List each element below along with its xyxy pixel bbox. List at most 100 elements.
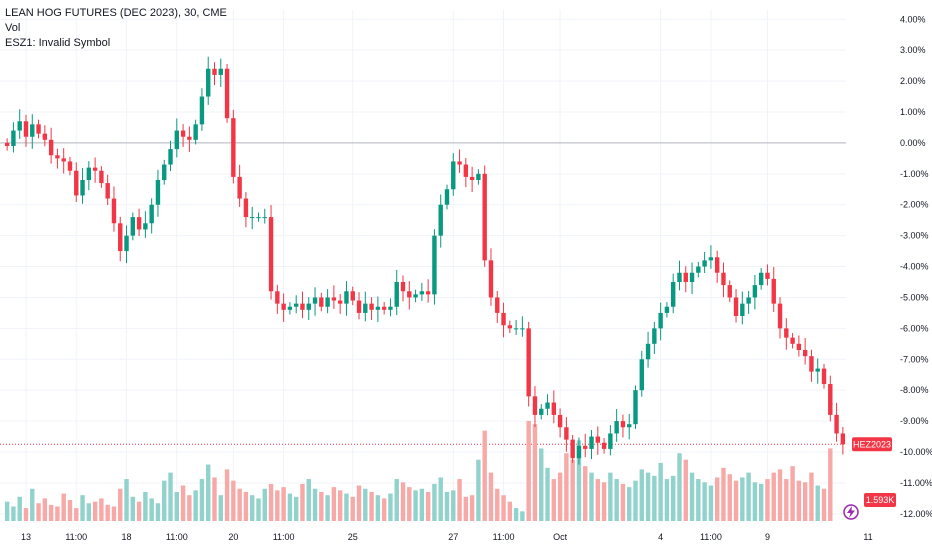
volume-bar — [608, 472, 613, 521]
candle-body — [256, 217, 261, 219]
volume-bar — [61, 493, 66, 521]
volume-bar — [356, 485, 362, 521]
volume-tag-label: 1.593K — [866, 495, 895, 505]
time-axis[interactable]: 13 11:00 18 11:00 20 11:00 25 27 11:00 Oct 4 11:00 9… — [0, 521, 932, 550]
candle-body — [790, 337, 795, 344]
volume-bar — [187, 495, 192, 521]
volume-bar — [99, 498, 104, 521]
volume-bar — [627, 487, 632, 521]
candle-body — [520, 328, 525, 330]
volume-bar — [507, 501, 513, 521]
volume-bar — [407, 487, 412, 521]
volume-bar — [639, 469, 644, 521]
volume-bar — [293, 496, 299, 521]
x-tick-label: 11:00 — [493, 532, 515, 542]
volume-bar — [513, 508, 519, 521]
volume-bar — [664, 479, 670, 521]
volume-bar — [381, 498, 387, 521]
volume-bar — [520, 511, 525, 521]
volume-bar — [802, 482, 808, 521]
lightning-icon[interactable] — [843, 504, 859, 520]
price-tag — [852, 437, 892, 452]
price-axis[interactable]: 4.00% 3.00% 2.00% 1.00% 0.00% -1.00% -2.00% -3.… — [847, 0, 932, 550]
y-tick-label: 0.00% — [900, 138, 926, 148]
volume-legend[interactable]: Vol — [5, 22, 21, 34]
candle-body — [369, 303, 374, 310]
volume-bar — [224, 469, 230, 521]
volume-bar — [325, 495, 330, 521]
volume-bar — [501, 495, 506, 521]
volume-bar — [80, 495, 85, 521]
x-tick-label: 27 — [448, 532, 458, 542]
volume-bar — [193, 490, 198, 521]
volume-bar — [771, 472, 776, 521]
volume-bar — [36, 503, 41, 521]
volume-bar — [231, 480, 236, 521]
candle-body — [451, 161, 456, 190]
y-tick-label: -10.00% — [900, 447, 932, 457]
volume-bar — [369, 491, 374, 521]
candle-body — [677, 272, 682, 282]
candle-body — [771, 278, 776, 304]
volume-bar — [526, 421, 531, 521]
candle-body — [237, 176, 242, 199]
volume-bar — [589, 472, 594, 521]
candle-body — [30, 124, 35, 137]
candle-body — [375, 306, 381, 310]
volume-bar — [250, 495, 255, 521]
volume-bar — [287, 493, 293, 521]
price-axis-bg — [847, 0, 932, 550]
candle-body — [595, 436, 600, 443]
candle-body — [696, 266, 701, 273]
candle-body — [275, 291, 280, 304]
volume-bar — [4, 501, 10, 521]
candle-body — [42, 133, 48, 140]
volume-bar — [828, 448, 833, 521]
candle-body — [319, 297, 324, 307]
candle-body — [11, 130, 16, 146]
volume-bar — [168, 472, 173, 521]
candle-body — [36, 124, 41, 134]
candle-body — [708, 257, 714, 261]
volume-bar — [557, 472, 563, 521]
volume-bar — [595, 479, 600, 521]
candle-body — [683, 272, 688, 282]
volume-bar — [400, 482, 406, 521]
candle-body — [652, 328, 657, 344]
candle-body — [501, 312, 506, 326]
volume-bar — [476, 459, 481, 521]
candle-body — [136, 217, 142, 230]
candle-body — [105, 183, 110, 199]
candle-body — [162, 164, 167, 180]
volume-bar — [375, 495, 381, 521]
volume-bar — [539, 448, 544, 521]
candle-body — [746, 297, 751, 304]
volume-bar — [105, 504, 110, 521]
volume-bar — [457, 479, 462, 521]
volume-tag — [864, 493, 896, 507]
x-tick-label: 25 — [348, 532, 358, 542]
volume-bar — [48, 504, 54, 521]
volume-bar — [262, 488, 267, 521]
volume-bar — [671, 475, 676, 521]
candle-body — [293, 303, 299, 307]
symbol-title[interactable]: LEAN HOG FUTURES (DEC 2023), 30, CME — [5, 7, 227, 19]
candle-body — [124, 235, 129, 252]
candle-body — [551, 402, 557, 415]
volume-bar — [677, 453, 682, 521]
volume-bar — [790, 466, 795, 521]
invalid-symbol-legend[interactable]: ESZ1: Invalid Symbol — [5, 37, 111, 49]
volume-bar — [337, 490, 343, 521]
volume-bar — [143, 491, 148, 521]
volume-bar — [180, 485, 186, 521]
candle-body — [55, 155, 60, 159]
candle-body — [765, 272, 770, 279]
volume-bar — [696, 479, 701, 521]
volume-bar — [130, 496, 136, 521]
candle-body — [671, 282, 676, 307]
x-tick-label: 20 — [228, 532, 238, 542]
candle-body — [733, 297, 739, 316]
volume-bar — [319, 491, 324, 521]
candle-body — [457, 161, 462, 165]
